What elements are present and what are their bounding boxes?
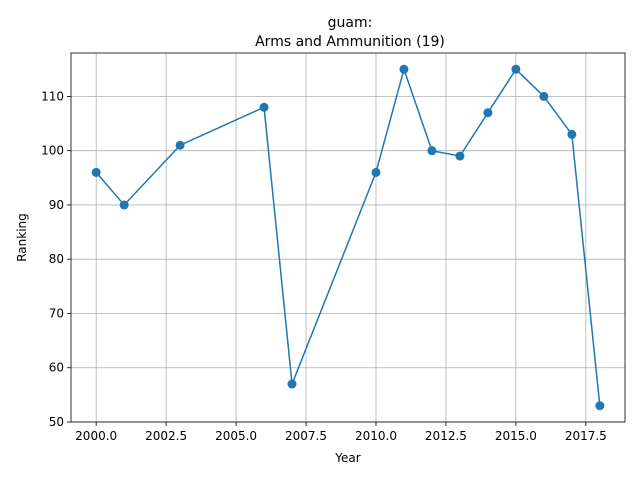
data-point (511, 64, 521, 74)
data-point (595, 401, 605, 411)
axis-ticks: 2000.0 2002.5 2005.0 2007.5 2010.0 2012.5 2015… (41, 89, 607, 443)
data-point (455, 151, 465, 161)
x-tick-label: 2017.5 (565, 429, 607, 443)
data-point (371, 167, 381, 177)
grid-lines (71, 53, 625, 423)
y-tick-label: 80 (49, 252, 64, 266)
y-tick-label: 110 (41, 89, 64, 103)
x-tick-label: 2002.5 (145, 429, 187, 443)
data-point (427, 146, 437, 156)
data-point (175, 140, 185, 150)
data-point (91, 167, 101, 177)
plot-frame (70, 52, 626, 423)
chart-title: guam: (328, 15, 373, 31)
x-tick-label: 2015.0 (495, 429, 537, 443)
data-point (567, 129, 577, 139)
y-tick-label: 60 (49, 361, 64, 375)
data-point (259, 102, 269, 112)
data-point (287, 379, 297, 389)
x-tick-label: 2007.5 (285, 429, 327, 443)
series-layer (91, 64, 605, 411)
series-line (95, 66, 601, 406)
data-point (539, 91, 549, 101)
y-tick-label: 50 (49, 415, 64, 429)
x-tick-label: 2012.5 (425, 429, 467, 443)
x-tick-label: 2005.0 (215, 429, 257, 443)
x-axis-label: Year (334, 451, 360, 465)
y-tick-label: 100 (41, 144, 64, 158)
x-tick-label: 2000.0 (75, 429, 117, 443)
data-point (399, 64, 409, 74)
data-point (483, 108, 493, 118)
data-point (119, 200, 129, 210)
y-tick-label: 70 (49, 306, 64, 320)
y-tick-label: 90 (49, 198, 64, 212)
y-axis-label: Ranking (15, 213, 29, 262)
x-tick-label: 2010.0 (355, 429, 397, 443)
chart-subtitle: Arms and Ammunition (19) (255, 34, 445, 50)
